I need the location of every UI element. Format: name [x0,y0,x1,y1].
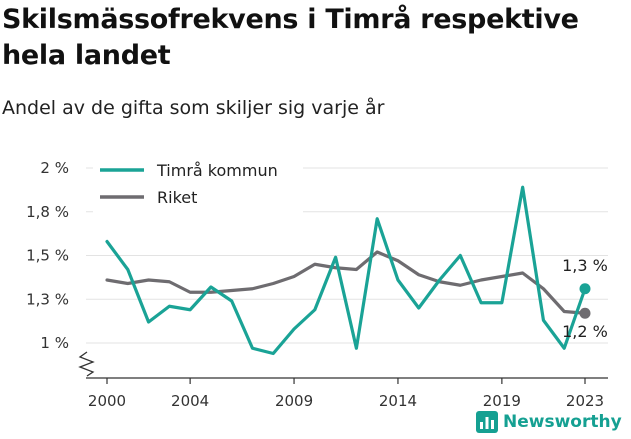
x-tick-label: 2019 [483,392,521,410]
series-end-point-timra [579,283,591,295]
x-tick-label: 2023 [566,392,604,410]
x-tick-label: 2004 [171,392,209,410]
y-tick-label: 1,5 % [26,247,69,265]
legend-label-timra: Timrå kommun [156,161,278,180]
chart-title: Skilsmässofrekvens i Timrå respektive he… [2,4,579,71]
bar-chart-logo-icon [476,411,498,433]
chart-subtitle: Andel av de gifta som skiljer sig varje … [2,97,385,119]
data-label-timra: 1,3 % [562,256,608,275]
brand-name: Newsworthy [503,412,622,432]
legend-box [93,155,303,213]
x-tick-label: 2014 [379,392,417,410]
y-tick-label: 2 % [40,159,69,177]
y-tick-label: 1,8 % [26,203,69,221]
data-label-riket: 1,2 % [562,322,608,341]
newsworthy-brand: Newsworthy [476,409,622,435]
legend-label-riket: Riket [157,188,197,207]
x-tick-label: 2000 [88,392,126,410]
y-tick-label: 1,3 % [26,290,69,308]
y-tick-label: 1 % [40,334,69,352]
series-line-timra [105,185,587,356]
axis-break-icon [78,351,95,377]
x-tick-label: 2009 [275,392,313,410]
series-end-point-riket [579,307,591,319]
